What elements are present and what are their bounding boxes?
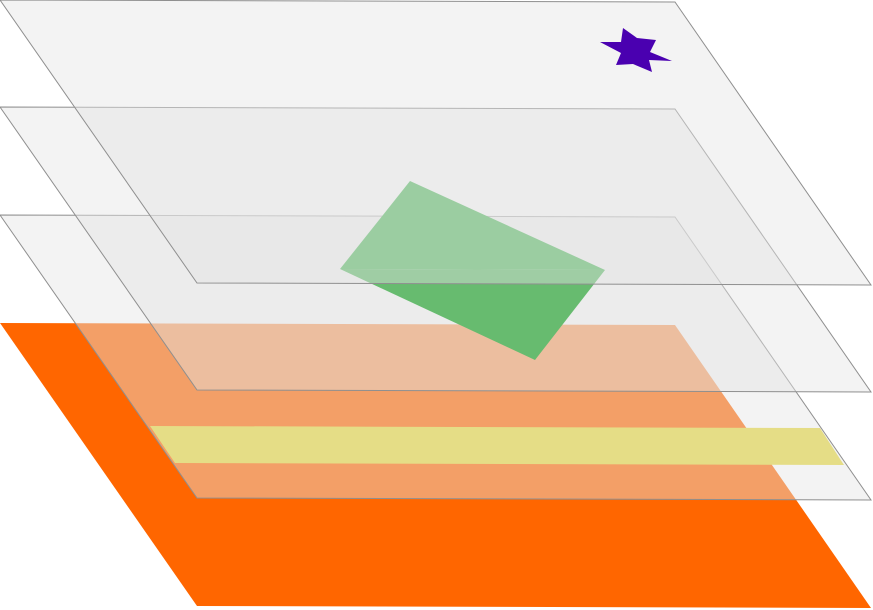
purple-star <box>600 28 672 72</box>
yellow-band <box>150 426 844 465</box>
transparent-sheet-top <box>0 0 872 286</box>
orange-base-layer <box>0 323 871 608</box>
green-rectangle-upper-part <box>340 181 605 270</box>
green-rectangle-lower-part <box>340 269 605 360</box>
